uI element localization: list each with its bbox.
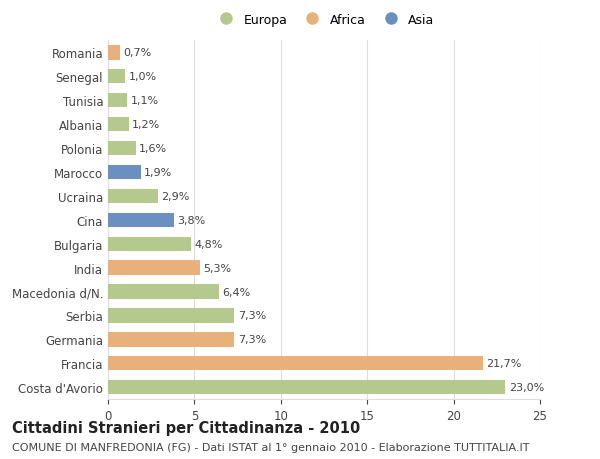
Text: 6,4%: 6,4% (222, 287, 250, 297)
Bar (108, 285, 218, 299)
Bar (108, 94, 127, 108)
Text: 3,8%: 3,8% (177, 215, 205, 225)
Bar (108, 46, 120, 61)
Text: 2,9%: 2,9% (161, 191, 190, 202)
Text: 21,7%: 21,7% (487, 358, 522, 369)
Bar (108, 332, 234, 347)
Text: 4,8%: 4,8% (194, 239, 223, 249)
Text: 1,1%: 1,1% (130, 96, 158, 106)
Bar (108, 189, 158, 204)
Bar (108, 380, 505, 395)
Text: 7,3%: 7,3% (238, 311, 266, 321)
Text: COMUNE DI MANFREDONIA (FG) - Dati ISTAT al 1° gennaio 2010 - Elaborazione TUTTIT: COMUNE DI MANFREDONIA (FG) - Dati ISTAT … (12, 442, 530, 452)
Text: 1,6%: 1,6% (139, 144, 167, 154)
Bar (108, 261, 200, 275)
Legend: Europa, Africa, Asia: Europa, Africa, Asia (209, 9, 439, 32)
Text: 1,0%: 1,0% (129, 72, 157, 82)
Bar (108, 356, 483, 371)
Bar (108, 213, 173, 228)
Bar (108, 165, 141, 180)
Text: 7,3%: 7,3% (238, 335, 266, 345)
Bar (108, 141, 136, 156)
Text: 1,9%: 1,9% (144, 168, 173, 178)
Text: 23,0%: 23,0% (509, 382, 544, 392)
Text: 1,2%: 1,2% (132, 120, 160, 130)
Text: 0,7%: 0,7% (124, 48, 152, 58)
Bar (108, 118, 129, 132)
Bar (108, 308, 234, 323)
Text: Cittadini Stranieri per Cittadinanza - 2010: Cittadini Stranieri per Cittadinanza - 2… (12, 420, 360, 435)
Bar (108, 237, 191, 252)
Text: 5,3%: 5,3% (203, 263, 231, 273)
Bar (108, 70, 125, 84)
